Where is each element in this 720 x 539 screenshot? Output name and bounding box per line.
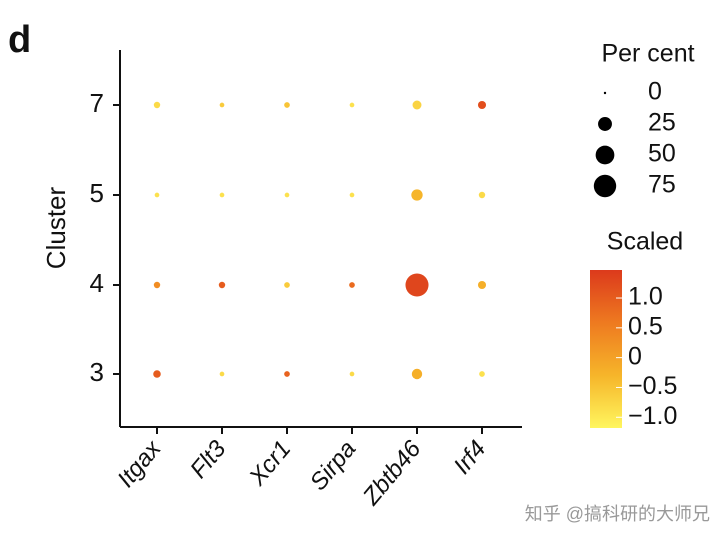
colorbar-tick-label: 1.0 bbox=[628, 283, 663, 311]
dot bbox=[411, 368, 423, 380]
size-legend-label: 25 bbox=[648, 109, 676, 137]
y-axis-label: Cluster bbox=[41, 186, 71, 269]
dot bbox=[284, 192, 290, 198]
dot bbox=[153, 101, 161, 109]
dot bbox=[153, 281, 161, 289]
watermark: 知乎 @搞科研的大师兄 bbox=[525, 504, 710, 524]
y-tick-label: 3 bbox=[90, 357, 104, 387]
colorbar-tick-label: −1.0 bbox=[628, 402, 677, 430]
dot bbox=[349, 102, 355, 108]
x-tick-label: Xcr1 bbox=[243, 436, 296, 492]
dot bbox=[284, 371, 290, 377]
dot bbox=[477, 100, 487, 110]
size-legend-dot bbox=[598, 117, 612, 131]
dot bbox=[284, 102, 290, 108]
y-tick-label: 4 bbox=[90, 268, 104, 298]
size-legend-dot bbox=[593, 174, 617, 198]
y-tick-label: 7 bbox=[90, 88, 104, 118]
x-tick-label: Zbtb46 bbox=[357, 435, 427, 511]
y-tick-label: 5 bbox=[90, 178, 104, 208]
dot bbox=[478, 191, 486, 199]
dot bbox=[412, 100, 422, 110]
dot bbox=[218, 281, 226, 289]
colorbar-tick-label: 0.5 bbox=[628, 312, 663, 340]
dot bbox=[219, 102, 225, 108]
x-tick-label: Itgax bbox=[112, 435, 167, 493]
dot bbox=[349, 371, 355, 377]
size-legend-dot bbox=[595, 145, 615, 165]
dot bbox=[479, 371, 485, 377]
dot bbox=[153, 370, 161, 378]
colorbar-tick-label: 0 bbox=[628, 342, 642, 370]
x-tick-label: Flt3 bbox=[185, 435, 232, 484]
dot bbox=[405, 273, 429, 297]
dot bbox=[284, 282, 290, 288]
dot bbox=[219, 371, 225, 377]
panel-label: d bbox=[8, 19, 31, 61]
colorbar-tick-label: −0.5 bbox=[628, 372, 677, 400]
dot bbox=[411, 189, 423, 201]
dot bbox=[349, 282, 355, 288]
size-legend-label: 50 bbox=[648, 140, 676, 168]
dot bbox=[477, 280, 487, 290]
size-legend-dot bbox=[603, 91, 607, 95]
size-legend-label: 0 bbox=[648, 78, 662, 106]
color-legend-title: Scaled bbox=[607, 228, 683, 256]
dot bbox=[219, 192, 225, 198]
x-tick-label: Sirpa bbox=[305, 436, 362, 496]
dot bbox=[349, 192, 355, 198]
colorbar bbox=[590, 270, 622, 428]
size-legend-title: Per cent bbox=[601, 40, 694, 68]
x-tick-label: Irf4 bbox=[448, 436, 491, 480]
size-legend-label: 75 bbox=[648, 171, 676, 199]
dot bbox=[154, 192, 160, 198]
